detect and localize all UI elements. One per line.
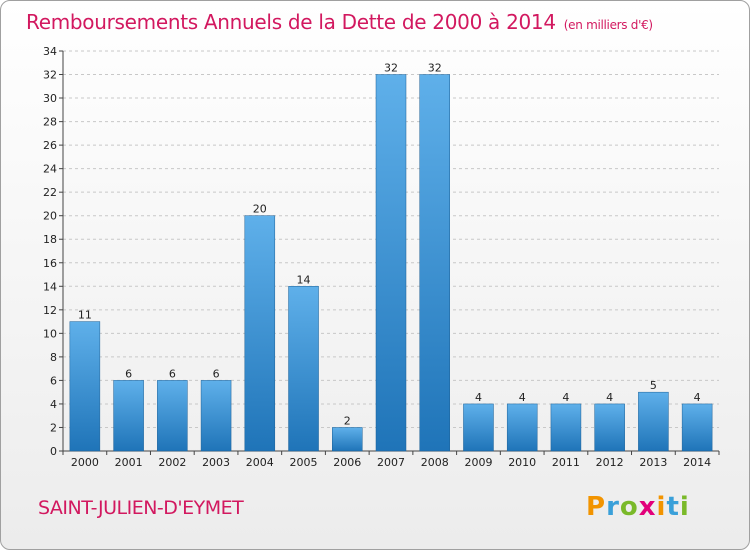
bar-2004 bbox=[244, 215, 276, 452]
bar-2005 bbox=[288, 286, 319, 452]
x-tick-label-2005: 2005 bbox=[290, 456, 318, 469]
bar-2012 bbox=[594, 403, 625, 452]
labels: 0246810121416182022242628303234112000620… bbox=[43, 45, 711, 469]
y-tick-label-2: 2 bbox=[50, 421, 57, 434]
y-tick-label-12: 12 bbox=[43, 304, 57, 317]
y-tick-label-16: 16 bbox=[43, 257, 57, 270]
x-tick-label-2007: 2007 bbox=[377, 456, 405, 469]
bar-2011 bbox=[550, 403, 582, 452]
value-label-2010: 4 bbox=[519, 391, 526, 404]
x-tick-label-2002: 2002 bbox=[158, 456, 186, 469]
y-tick-label-26: 26 bbox=[43, 139, 57, 152]
y-tick-label-10: 10 bbox=[43, 327, 57, 340]
bar-2014 bbox=[681, 403, 713, 452]
logo-letter-0: P bbox=[586, 492, 607, 522]
chart-unit: (en milliers d'€) bbox=[563, 18, 653, 32]
value-label-2005: 14 bbox=[297, 273, 311, 286]
value-label-2002: 6 bbox=[169, 367, 176, 380]
x-tick-label-2004: 2004 bbox=[246, 456, 274, 469]
x-tick-label-2001: 2001 bbox=[115, 456, 143, 469]
y-tick-label-20: 20 bbox=[43, 210, 57, 223]
value-label-2007: 32 bbox=[384, 62, 398, 75]
y-tick-label-24: 24 bbox=[43, 163, 57, 176]
bars bbox=[69, 74, 713, 452]
bar-2006 bbox=[332, 427, 363, 452]
chart-title: Remboursements Annuels de la Dette de 20… bbox=[26, 10, 653, 34]
y-tick-label-22: 22 bbox=[43, 186, 57, 199]
value-label-2006: 2 bbox=[344, 414, 351, 427]
x-tick-label-2008: 2008 bbox=[421, 456, 449, 469]
y-tick-label-28: 28 bbox=[43, 116, 57, 129]
value-label-2012: 4 bbox=[606, 391, 613, 404]
x-tick-label-2011: 2011 bbox=[552, 456, 580, 469]
x-tick-label-2000: 2000 bbox=[71, 456, 99, 469]
logo-letter-4: i bbox=[656, 492, 667, 522]
value-label-2004: 20 bbox=[253, 203, 267, 216]
bar-2003 bbox=[200, 380, 232, 452]
value-label-2011: 4 bbox=[562, 391, 569, 404]
bar-2008 bbox=[419, 74, 450, 452]
bar-2009 bbox=[463, 403, 494, 452]
bar-2013 bbox=[638, 391, 669, 452]
y-tick-label-8: 8 bbox=[50, 351, 57, 364]
logo-letter-3: x bbox=[638, 492, 657, 522]
y-tick-label-6: 6 bbox=[50, 374, 57, 387]
logo-letter-1: r bbox=[606, 492, 620, 522]
value-label-2014: 4 bbox=[694, 391, 701, 404]
x-tick-label-2006: 2006 bbox=[333, 456, 361, 469]
logo-letter-6: i bbox=[679, 492, 690, 522]
chart-title-text: Remboursements Annuels de la Dette de 20… bbox=[26, 10, 556, 34]
value-label-2009: 4 bbox=[475, 391, 482, 404]
x-tick-label-2013: 2013 bbox=[639, 456, 667, 469]
x-tick-label-2010: 2010 bbox=[508, 456, 536, 469]
logo-letter-5: t bbox=[666, 492, 680, 522]
y-tick-label-32: 32 bbox=[43, 69, 57, 82]
bar-2010 bbox=[506, 403, 538, 452]
bar-2002 bbox=[157, 380, 188, 452]
x-tick-label-2009: 2009 bbox=[464, 456, 492, 469]
y-tick-label-30: 30 bbox=[43, 92, 57, 105]
y-tick-label-0: 0 bbox=[50, 445, 57, 458]
commune-name: SAINT-JULIEN-D'EYMET bbox=[38, 497, 244, 519]
bar-2000 bbox=[69, 321, 101, 452]
x-tick-label-2003: 2003 bbox=[202, 456, 230, 469]
value-label-2013: 5 bbox=[650, 379, 657, 392]
logo-letter-2: o bbox=[619, 492, 639, 522]
bar-2001 bbox=[113, 380, 144, 452]
y-tick-label-4: 4 bbox=[50, 398, 57, 411]
x-tick-label-2012: 2012 bbox=[596, 456, 624, 469]
value-label-2001: 6 bbox=[125, 367, 132, 380]
value-label-2003: 6 bbox=[213, 367, 220, 380]
x-tick-label-2014: 2014 bbox=[683, 456, 711, 469]
y-tick-label-18: 18 bbox=[43, 233, 57, 246]
bar-2007 bbox=[375, 74, 407, 452]
value-label-2008: 32 bbox=[428, 62, 442, 75]
proxiti-logo[interactable]: Proxiti bbox=[586, 492, 690, 522]
value-label-2000: 11 bbox=[78, 309, 92, 322]
y-tick-label-14: 14 bbox=[43, 280, 57, 293]
y-tick-label-34: 34 bbox=[43, 45, 57, 58]
